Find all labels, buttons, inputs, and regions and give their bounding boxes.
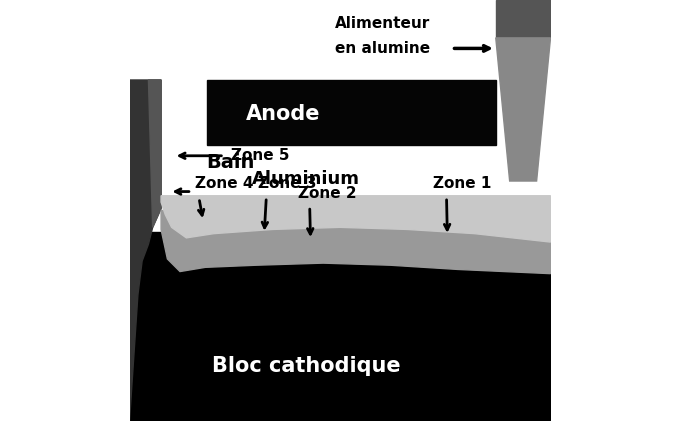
Text: Zone 1: Zone 1: [432, 176, 491, 191]
Text: Bloc cathodique: Bloc cathodique: [212, 356, 401, 376]
Text: Bain: Bain: [206, 152, 255, 172]
Text: en alumine: en alumine: [335, 41, 430, 56]
Text: Zone 2: Zone 2: [298, 186, 356, 201]
Text: Zone 4: Zone 4: [194, 176, 253, 191]
Text: Zone 5: Zone 5: [231, 148, 289, 163]
Bar: [496, 0, 551, 38]
Polygon shape: [148, 80, 161, 227]
Polygon shape: [129, 80, 161, 421]
Polygon shape: [161, 210, 551, 274]
Bar: [207, 80, 496, 145]
Text: Aluminium: Aluminium: [252, 170, 360, 188]
Bar: [129, 0, 551, 232]
Text: Zone 3: Zone 3: [258, 176, 316, 191]
Polygon shape: [161, 196, 551, 242]
Bar: [129, 232, 551, 421]
Text: Anode: Anode: [246, 104, 320, 124]
Text: Alimenteur: Alimenteur: [335, 16, 430, 31]
Polygon shape: [496, 38, 551, 181]
